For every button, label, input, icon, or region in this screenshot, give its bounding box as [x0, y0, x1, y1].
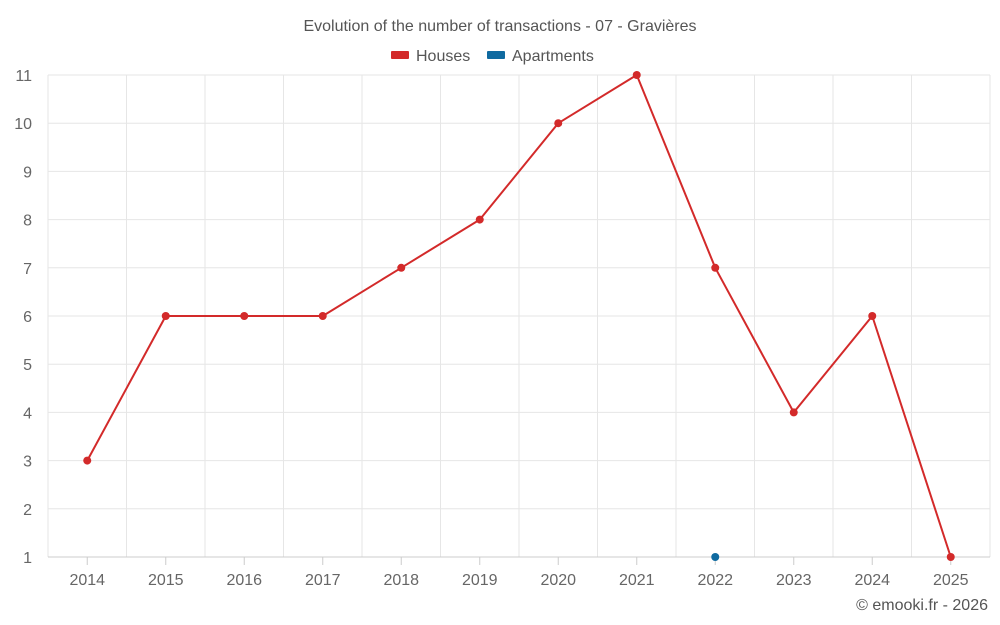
x-tick-label: 2025 [933, 572, 969, 589]
data-point-houses[interactable] [318, 312, 327, 320]
x-tick-label: 2020 [540, 572, 576, 589]
data-point-houses[interactable] [946, 553, 955, 561]
x-tick-label: 2016 [226, 572, 262, 589]
x-tick-label: 2015 [148, 572, 184, 589]
data-point-houses[interactable] [397, 263, 406, 272]
y-tick-label: 3 [23, 454, 32, 471]
legend-swatch-apartments [487, 51, 505, 59]
legend-item-apartments[interactable]: Apartments [487, 48, 594, 65]
x-tick-label: 2024 [854, 572, 890, 589]
data-point-houses[interactable] [240, 312, 249, 320]
legend-label-apartments[interactable]: Apartments [512, 48, 594, 65]
legend[interactable]: Houses Apartments [391, 48, 594, 65]
axes: 1 2 3 4 5 6 7 8 9 10 11 2014 2015 2016 2017 2018 2019 202… [14, 68, 990, 589]
y-tick-label: 6 [23, 309, 32, 326]
y-tick-label: 7 [23, 261, 32, 278]
y-tick-label: 9 [23, 164, 32, 181]
x-tick-label: 2017 [305, 572, 341, 589]
y-tick-label: 5 [23, 357, 32, 374]
series-apartments [711, 553, 720, 561]
data-point-houses[interactable] [632, 71, 641, 79]
y-tick-label: 8 [23, 213, 32, 230]
data-point-houses[interactable] [789, 408, 798, 417]
x-tick-label: 2023 [776, 572, 812, 589]
y-tick-label: 11 [15, 68, 32, 85]
data-point-houses[interactable] [83, 456, 92, 465]
y-tick-label: 4 [23, 405, 32, 422]
series-layer [83, 71, 955, 561]
series-line-houses [86, 74, 952, 558]
legend-item-houses[interactable]: Houses [391, 48, 470, 65]
x-tick-label: 2019 [462, 572, 498, 589]
data-point-houses[interactable] [711, 263, 720, 272]
legend-label-houses[interactable]: Houses [416, 48, 470, 65]
x-tick-label: 2022 [697, 572, 733, 589]
chart-title: Evolution of the number of transactions … [303, 18, 696, 35]
y-tick-label: 1 [23, 550, 32, 567]
x-tick-label: 2018 [383, 572, 419, 589]
credit-text[interactable]: © emooki.fr - 2026 [856, 597, 988, 614]
y-tick-label: 10 [14, 116, 32, 133]
data-point-houses[interactable] [161, 312, 170, 320]
data-point-houses[interactable] [475, 215, 484, 224]
x-tick-label: 2021 [619, 572, 655, 589]
x-tick-label: 2014 [69, 572, 105, 589]
y-tick-label: 2 [23, 502, 32, 519]
data-point-apartments[interactable] [711, 553, 720, 561]
legend-swatch-houses [391, 51, 409, 59]
series-houses [83, 71, 955, 561]
data-point-houses[interactable] [554, 119, 563, 128]
data-point-houses[interactable] [868, 312, 877, 320]
